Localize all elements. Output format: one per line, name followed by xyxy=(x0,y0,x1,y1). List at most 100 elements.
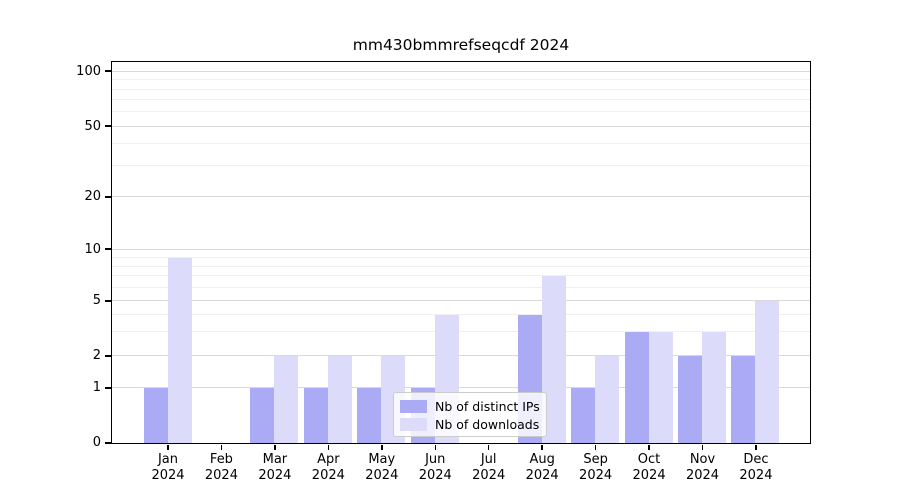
y-tick-label-50: 50 xyxy=(84,118,101,134)
x-tick-year: 2024 xyxy=(365,468,399,483)
minor-gridline-40 xyxy=(112,143,810,145)
x-tick-year: 2024 xyxy=(204,468,238,483)
x-tick-mark-jan xyxy=(167,444,169,450)
legend: Nb of distinct IPs Nb of downloads xyxy=(393,392,547,437)
y-tick-mark-5 xyxy=(105,299,111,302)
y-tick-label-0: 0 xyxy=(92,435,101,450)
x-tick-month: Nov xyxy=(689,452,716,467)
major-gridline-20 xyxy=(112,196,810,198)
major-gridline-10 xyxy=(112,249,810,250)
x-tick-year: 2024 xyxy=(258,468,292,483)
x-tick-label-jun: Jun 2024 xyxy=(400,452,470,484)
bar-downloads-jan xyxy=(167,257,192,443)
bar-distinct-ips-nov xyxy=(678,356,702,443)
y-tick-label-20: 20 xyxy=(84,189,101,205)
minor-gridline-8 xyxy=(112,265,810,267)
x-tick-month: Aug xyxy=(529,452,555,467)
x-tick-month: Jul xyxy=(480,452,497,467)
y-tick-label-100: 100 xyxy=(76,63,101,79)
x-tick-month: Jun xyxy=(425,452,446,467)
x-tick-mark-dec xyxy=(755,444,757,450)
x-tick-year: 2024 xyxy=(579,468,613,483)
plot-area xyxy=(111,61,811,444)
minor-gridline-6 xyxy=(112,286,810,288)
x-tick-label-jul: Jul 2024 xyxy=(454,452,524,484)
y-tick-mark-100 xyxy=(105,70,111,73)
x-tick-mark-feb xyxy=(220,444,223,450)
x-tick-label-mar: Mar 2024 xyxy=(240,452,310,484)
bar-distinct-ips-mar xyxy=(250,388,275,443)
x-tick-label-nov: Nov 2024 xyxy=(668,452,738,484)
bar-downloads-apr xyxy=(327,356,352,443)
y-tick-mark-10 xyxy=(105,248,111,251)
x-tick-month: Apr xyxy=(317,452,340,467)
legend-swatch-distinct-ips xyxy=(400,399,427,413)
x-tick-mark-jun xyxy=(434,444,436,450)
major-gridline-5 xyxy=(112,300,810,302)
legend-label-distinct-ips: Nb of distinct IPs xyxy=(435,398,540,414)
bar-distinct-ips-sep xyxy=(571,388,596,443)
x-tick-year: 2024 xyxy=(472,468,506,483)
y-tick-mark-50 xyxy=(105,125,111,128)
bar-distinct-ips-may xyxy=(357,388,382,443)
x-tick-year: 2024 xyxy=(151,468,185,483)
x-tick-month: May xyxy=(368,452,396,467)
minor-gridline-70 xyxy=(112,99,810,101)
minor-gridline-30 xyxy=(112,165,810,167)
x-tick-year: 2024 xyxy=(311,468,345,483)
x-tick-year: 2024 xyxy=(525,468,559,483)
minor-gridline-7 xyxy=(112,275,810,277)
x-tick-label-apr: Apr 2024 xyxy=(293,452,363,484)
y-tick-label-2: 2 xyxy=(92,348,101,364)
y-tick-mark-1 xyxy=(105,386,111,389)
y-tick-mark-0 xyxy=(105,441,111,444)
major-gridline-2 xyxy=(112,355,810,357)
major-gridline-100 xyxy=(112,70,810,72)
x-tick-month: Feb xyxy=(209,452,233,467)
x-tick-label-jan: Jan 2024 xyxy=(133,452,203,484)
bar-downloads-nov xyxy=(702,331,726,443)
x-tick-label-feb: Feb 2024 xyxy=(186,452,256,484)
bar-distinct-ips-oct xyxy=(624,331,649,443)
x-tick-label-aug: Aug 2024 xyxy=(507,452,577,484)
legend-entry-distinct-ips: Nb of distinct IPs xyxy=(400,398,540,414)
minor-gridline-80 xyxy=(112,88,810,90)
major-gridline-1 xyxy=(112,387,810,389)
x-tick-mark-may xyxy=(381,444,383,450)
bar-distinct-ips-dec xyxy=(731,356,756,443)
x-tick-mark-jul xyxy=(487,444,490,450)
bar-downloads-sep xyxy=(595,356,620,443)
x-tick-mark-nov xyxy=(701,444,704,450)
x-tick-mark-sep xyxy=(594,444,597,450)
x-tick-label-oct: Oct 2024 xyxy=(614,452,684,484)
bar-downloads-mar xyxy=(274,356,299,443)
x-tick-month: Jan xyxy=(157,452,179,467)
minor-gridline-90 xyxy=(112,79,810,81)
x-tick-mark-aug xyxy=(541,444,543,450)
x-tick-year: 2024 xyxy=(632,468,666,483)
x-tick-year: 2024 xyxy=(418,468,452,483)
x-tick-label-may: May 2024 xyxy=(347,452,417,484)
chart-title: mm430bmmrefseqcdf 2024 xyxy=(352,36,570,54)
x-tick-month: Oct xyxy=(637,452,661,467)
x-tick-month: Mar xyxy=(262,452,288,467)
bar-downloads-dec xyxy=(755,301,780,443)
minor-gridline-3 xyxy=(112,330,810,332)
x-tick-year: 2024 xyxy=(739,468,773,483)
y-tick-label-1: 1 xyxy=(92,380,101,396)
minor-gridline-60 xyxy=(112,111,810,113)
bar-downloads-oct xyxy=(648,331,673,443)
x-tick-mark-mar xyxy=(274,444,276,450)
x-tick-mark-apr xyxy=(327,444,330,450)
x-tick-month: Sep xyxy=(583,452,608,467)
major-gridline-50 xyxy=(112,125,810,127)
minor-gridline-9 xyxy=(112,256,810,258)
x-tick-label-sep: Sep 2024 xyxy=(561,452,631,484)
y-tick-label-5: 5 xyxy=(92,293,101,309)
bar-distinct-ips-apr xyxy=(303,388,328,443)
x-tick-mark-oct xyxy=(648,444,650,450)
x-tick-label-dec: Dec 2024 xyxy=(721,452,791,484)
x-tick-month: Dec xyxy=(743,452,769,467)
bar-distinct-ips-jan xyxy=(143,388,168,443)
